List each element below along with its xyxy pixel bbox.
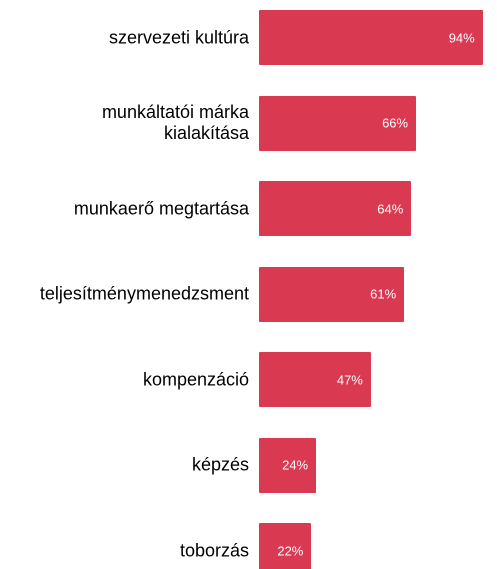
bar <box>259 95 417 151</box>
value-label: 22% <box>277 543 304 558</box>
bar <box>259 352 371 407</box>
category-label: munkáltatói márka kialakítása <box>101 102 249 143</box>
value-label: 24% <box>282 457 309 473</box>
value-label: 61% <box>370 286 397 302</box>
value-label: 47% <box>336 372 363 387</box>
bar <box>259 266 405 322</box>
category-label: képzés <box>191 454 249 475</box>
category-label: toborzás <box>179 540 249 560</box>
value-label: 94% <box>448 30 475 45</box>
category-label: szervezeti kultúra <box>108 27 249 47</box>
bar <box>259 437 317 493</box>
bar <box>259 10 483 65</box>
category-label: teljesítménymenedzsment <box>39 283 249 304</box>
value-label: 64% <box>377 201 404 216</box>
category-label: kompenzáció <box>142 369 249 389</box>
value-label: 66% <box>382 115 409 131</box>
bar <box>259 523 312 569</box>
bar <box>259 181 412 236</box>
category-label: munkaerő megtartása <box>73 198 249 218</box>
